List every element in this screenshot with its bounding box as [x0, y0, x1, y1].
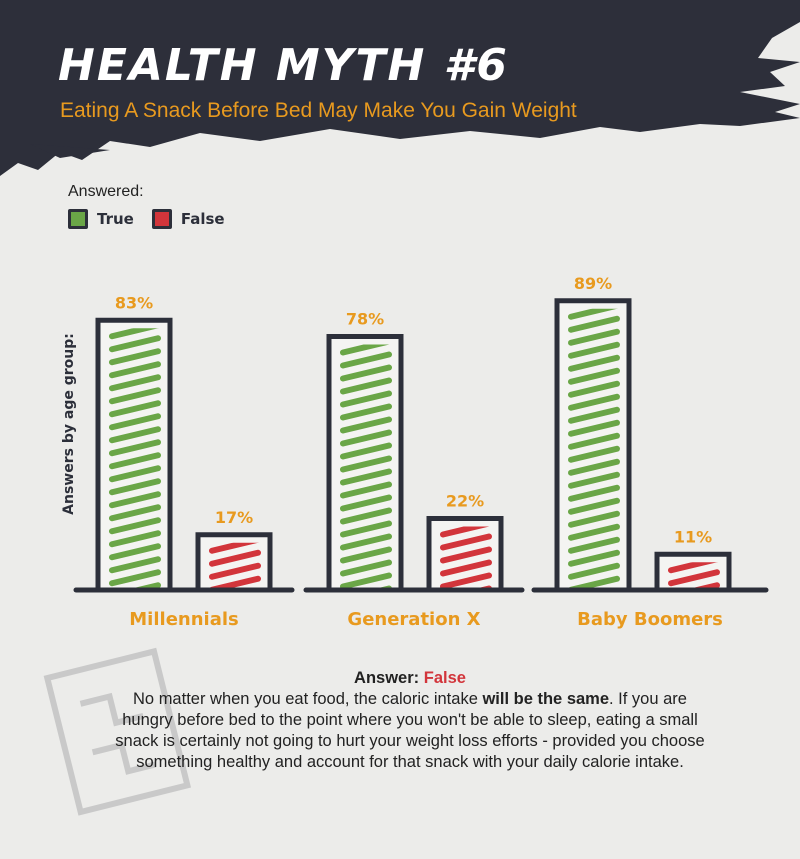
- bar-hatch-generation-x-false: [440, 526, 492, 590]
- answer-label: Answer:: [354, 669, 420, 687]
- answer-text: No matter when you eat food, the caloric…: [110, 689, 710, 773]
- category-label-baby-boomers: Baby Boomers: [577, 609, 723, 630]
- infographic-title: HEALTH MYTH #6: [58, 40, 509, 91]
- value-label-baby-boomers-false: 11%: [674, 527, 712, 546]
- logo-watermark: [43, 647, 192, 816]
- bar-hatch-generation-x-true: [340, 344, 392, 590]
- value-label-millennials-true: 83%: [115, 293, 153, 312]
- y-axis-label: Answers by age group:: [61, 333, 77, 515]
- legend-title: Answered:: [68, 183, 144, 200]
- answer-heading: Answer: False: [110, 668, 710, 689]
- value-label-generation-x-true: 78%: [346, 310, 384, 329]
- bar-hatch-baby-boomers-false: [668, 562, 720, 590]
- answer-block: Answer: False No matter when you eat foo…: [110, 668, 710, 773]
- legend-item-false: False: [151, 209, 225, 229]
- legend-label-true: True: [97, 210, 134, 228]
- bar-chart: Answers by age group: 83% 17% Millennials 78…: [61, 274, 769, 630]
- answer-text-end: . If you are hungry before bed to the po…: [115, 690, 705, 771]
- category-label-millennials: Millennials: [129, 609, 238, 630]
- value-label-millennials-false: 17%: [215, 508, 253, 527]
- bar-hatch-baby-boomers-true: [568, 308, 620, 590]
- infographic-subtitle: Eating A Snack Before Bed May Make You G…: [60, 99, 577, 122]
- legend-item-true: True: [68, 209, 134, 229]
- answer-text-bold: will be the same: [482, 690, 610, 708]
- legend: Answered: True False: [68, 183, 243, 229]
- answer-value: False: [423, 669, 466, 687]
- legend-label-false: False: [180, 210, 225, 228]
- value-label-generation-x-false: 22%: [446, 492, 484, 511]
- category-label-generation-x: Generation X: [347, 609, 480, 630]
- value-label-baby-boomers-true: 89%: [574, 274, 612, 293]
- title-banner: [0, 0, 800, 176]
- legend-swatch-false: [151, 209, 172, 229]
- answer-text-start: No matter when you eat food, the caloric…: [133, 690, 483, 708]
- legend-swatch-true: [68, 209, 88, 229]
- bar-hatch-millennials-true: [109, 328, 161, 590]
